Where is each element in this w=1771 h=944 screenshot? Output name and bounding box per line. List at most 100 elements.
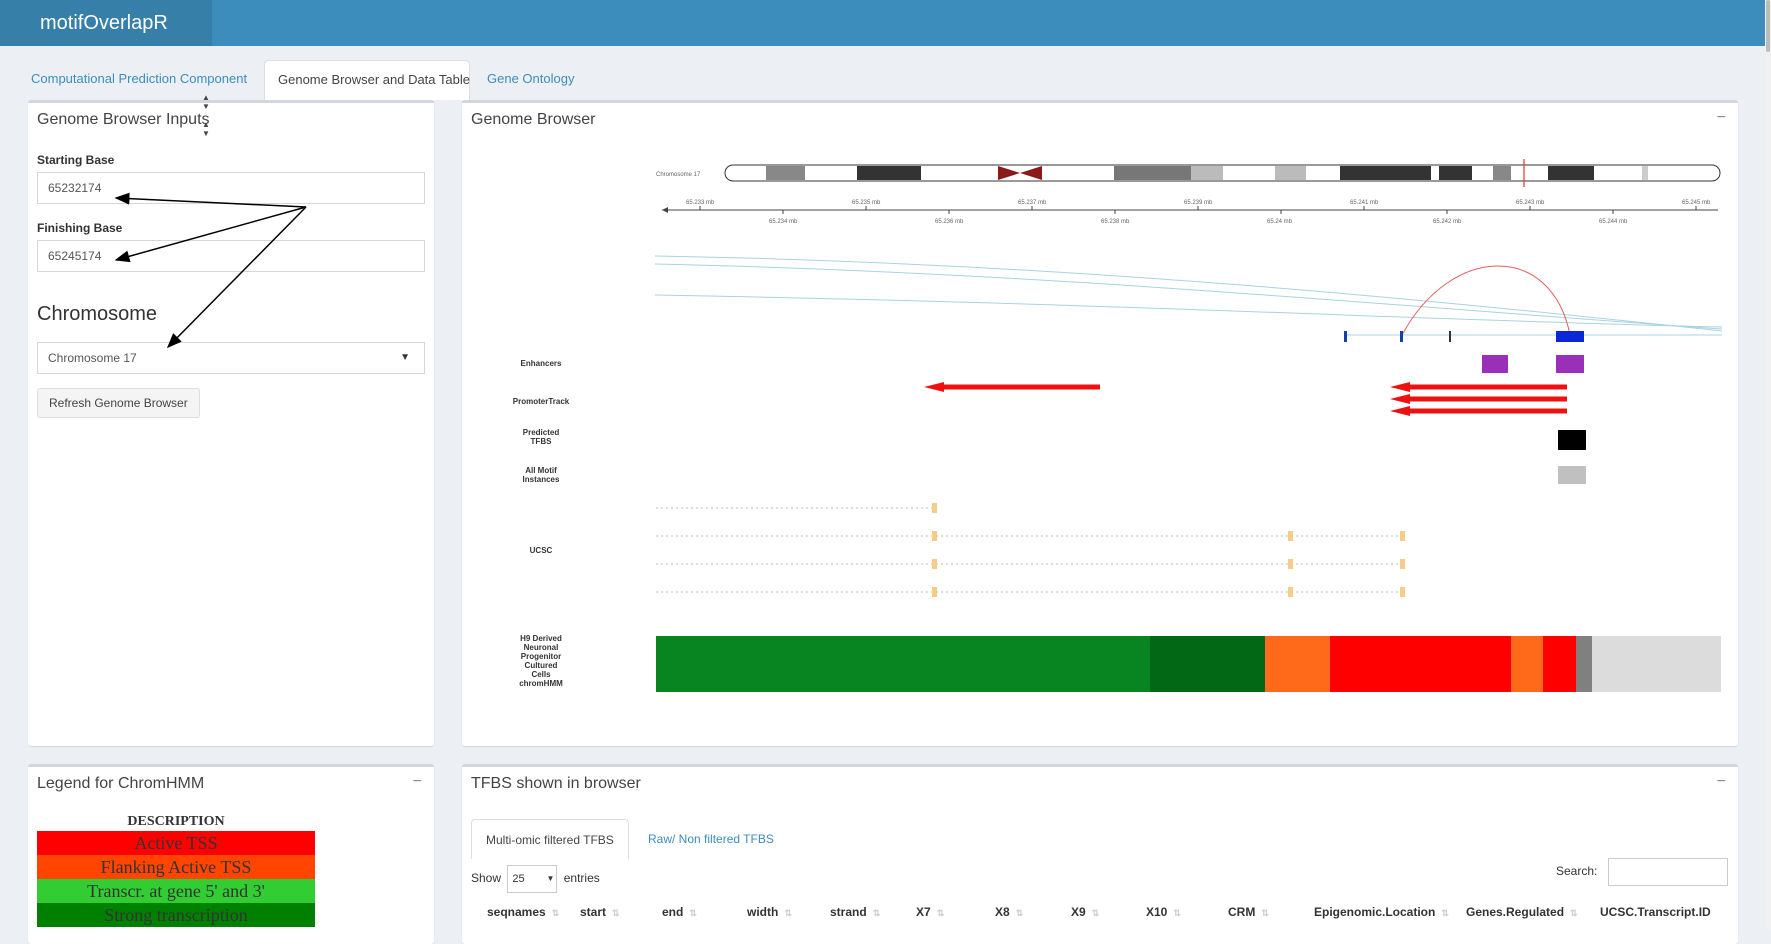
page-size-select[interactable]: 25 ▼: [507, 865, 558, 893]
interaction-arc: [654, 263, 1723, 330]
column-header[interactable]: Epigenomic.Location ⇅: [1314, 905, 1449, 919]
arrow-to-finish: [114, 206, 307, 263]
ideogram-band: [1439, 166, 1472, 180]
chromhmm-segment: [1543, 636, 1576, 692]
genome-axis-arrow: [662, 207, 668, 213]
column-header[interactable]: X7 ⇅: [916, 905, 945, 919]
chromhmm-legend-table: DESCRIPTION Active TSS Flanking Active T…: [37, 813, 315, 927]
legend-row: Transcr. at gene 5' and 3': [37, 879, 315, 903]
axis-tick-label: 65.236 mb: [935, 219, 964, 225]
show-entries: Show 25 ▼ entries: [471, 865, 600, 893]
axis-tick-label: 65.234 mb: [769, 219, 798, 225]
chevron-down-icon: ▼: [546, 874, 555, 883]
scrollbar-thumb[interactable]: [1766, 0, 1770, 52]
promoter-arrow: [1390, 394, 1410, 404]
ideogram-band: [1114, 166, 1191, 180]
ideogram-band: [1275, 166, 1306, 180]
ideogram-centromere: [998, 166, 1020, 180]
track-label-chromhmm: H9 Derived Neuronal Progenitor Cultured …: [519, 634, 563, 688]
track-label-ucsc: UCSC: [529, 546, 553, 555]
column-header[interactable]: CRM ⇅: [1228, 905, 1269, 919]
interaction-anchor: [1344, 331, 1347, 342]
column-header[interactable]: Genes.Regulated ⇅: [1466, 905, 1578, 919]
resize-handle-icon[interactable]: ▲ ▼ ▲ ▼: [202, 93, 210, 138]
promoter-arrow: [924, 382, 944, 392]
inputs-panel-title: Genome Browser Inputs: [37, 111, 210, 128]
arrow-to-chromosome: [166, 206, 307, 349]
genome-browser-panel: Genome Browser − Chromosome 17 65.233 mb…: [462, 100, 1738, 746]
column-header[interactable]: end ⇅: [662, 905, 697, 919]
entries-label: entries: [563, 871, 600, 886]
chromosome-label: Chromosome: [37, 303, 158, 325]
legend-header: DESCRIPTION: [127, 814, 225, 829]
ucsc-transcript-lines: [656, 507, 1402, 593]
chromhmm-segment: [1265, 636, 1330, 692]
ucsc-exons: [932, 503, 1405, 597]
chevron-down-icon: ▼: [400, 352, 410, 363]
ideogram-band: [766, 166, 805, 180]
column-header[interactable]: start ⇅: [580, 905, 620, 919]
search-input[interactable]: [1608, 858, 1728, 886]
column-header[interactable]: strand ⇅: [830, 905, 881, 919]
genome-browser-inputs-panel: Genome Browser Inputs ▲ ▼ ▲ ▼ Starting Base…: [28, 93, 434, 746]
subtab-raw[interactable]: Raw/ Non filtered TFBS: [648, 832, 774, 846]
column-header[interactable]: X8 ⇅: [995, 905, 1024, 919]
legend-title: Legend for ChromHMM: [37, 775, 205, 792]
enhancer-region: [1482, 355, 1508, 373]
ideogram-chrom-label: Chromosome 17: [656, 172, 701, 178]
axis-tick-label: 65.241 mb: [1350, 200, 1379, 206]
subtab-multi-omic[interactable]: Multi-omic filtered TFBS: [471, 819, 629, 859]
genome-browser-plot: Chromosome 17 65.233 mb 65.235 mb 65.237 m…: [654, 159, 1723, 692]
interaction-anchor: [1400, 331, 1403, 342]
starting-base-label: Starting Base: [37, 153, 115, 167]
tfbs-title: TFBS shown in browser: [471, 775, 641, 792]
axis-tick-label: 65.243 mb: [1516, 200, 1545, 206]
legend-row: Strong transcription: [37, 903, 315, 927]
axis-tick-label: 65.245 mb: [1682, 200, 1711, 206]
legend-collapse-button[interactable]: −: [412, 773, 422, 790]
chromhmm-segment: [1330, 636, 1511, 692]
chromhmm-legend-panel: Legend for ChromHMM − DESCRIPTION Active…: [28, 764, 434, 944]
promoter-arrow: [1390, 406, 1410, 416]
legend-row: Flanking Active TSS: [37, 855, 315, 879]
axis-tick-label: 65.244 mb: [1599, 219, 1628, 225]
tab-genome-browser[interactable]: Genome Browser and Data Table: [264, 60, 470, 100]
axis-tick-label: 65.242 mb: [1433, 219, 1462, 225]
chromhmm-segment: [1511, 636, 1543, 692]
chromosome-select-value: Chromosome 17: [48, 351, 137, 365]
page-scrollbar[interactable]: [1765, 0, 1771, 930]
tab-gene-ontology[interactable]: Gene Ontology: [487, 71, 575, 86]
interaction-arc: [654, 294, 1723, 328]
column-header[interactable]: X9 ⇅: [1071, 905, 1100, 919]
ideogram-band: [857, 166, 921, 180]
annotation-arrows: [114, 192, 307, 349]
track-label-predicted-tfbs: Predicted TFBS: [522, 428, 560, 446]
top-navbar: motifOverlapR: [0, 0, 1771, 46]
column-header[interactable]: width ⇅: [747, 905, 792, 919]
search-label: Search:: [1556, 864, 1598, 878]
chromosome-select[interactable]: Chromosome 17 ▼: [37, 342, 425, 374]
column-header[interactable]: seqnames ⇅: [487, 905, 560, 919]
column-header[interactable]: UCSC.Transcript.ID: [1600, 905, 1711, 919]
ideogram-band: [1548, 166, 1594, 180]
genome-browser-collapse-button[interactable]: −: [1716, 109, 1726, 126]
axis-tick-label: 65.237 mb: [1018, 200, 1047, 206]
tab-computational-prediction[interactable]: Computational Prediction Component: [31, 71, 248, 86]
page-size-value: 25: [512, 873, 525, 885]
ideogram-band: [1493, 166, 1511, 180]
track-label-enhancers: Enhancers: [520, 359, 562, 368]
ideogram-band: [1191, 166, 1223, 180]
finishing-base-input[interactable]: 65245174: [37, 240, 425, 272]
axis-tick-label: 65.233 mb: [686, 200, 715, 206]
genome-axis-ticks: 65.233 mb 65.235 mb 65.237 mb 65.239 mb 65.2…: [686, 200, 1711, 225]
predicted-tfbs-region: [1558, 430, 1586, 450]
promoter-arrow: [1390, 382, 1410, 392]
axis-tick-label: 65.24 mb: [1267, 219, 1293, 225]
refresh-genome-browser-button[interactable]: Refresh Genome Browser: [37, 388, 200, 418]
chromhmm-segment: [1592, 636, 1721, 692]
axis-tick-label: 65.239 mb: [1184, 200, 1213, 206]
tfbs-collapse-button[interactable]: −: [1716, 773, 1726, 790]
ideogram-band: [1340, 166, 1431, 180]
finishing-base-label: Finishing Base: [37, 221, 123, 235]
column-header[interactable]: X10 ⇅: [1146, 905, 1181, 919]
